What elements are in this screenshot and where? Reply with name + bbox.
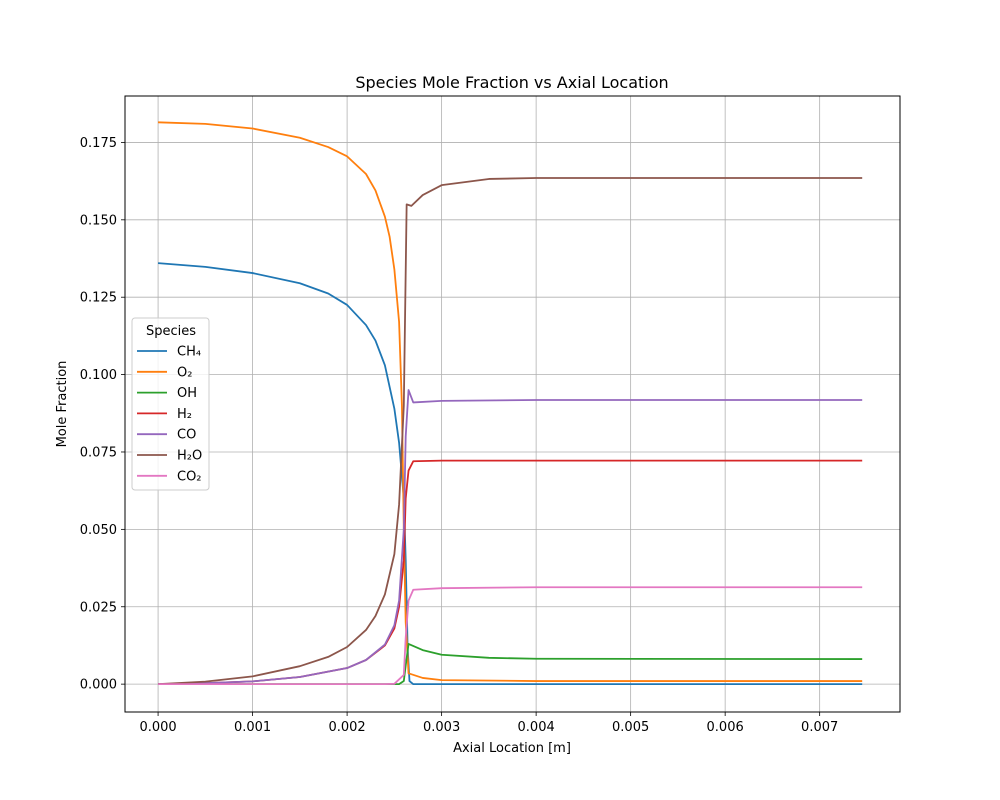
series-line xyxy=(158,389,863,686)
x-tick-label: 0.005 xyxy=(612,720,649,735)
y-tick-label: 0.175 xyxy=(80,136,117,151)
y-tick-label: 0.050 xyxy=(80,523,117,538)
plot-frame xyxy=(124,95,901,713)
x-axis-label: Axial Location [m] xyxy=(453,741,571,756)
legend-title: Species xyxy=(146,324,196,339)
series-layer xyxy=(158,121,863,686)
series-line xyxy=(158,177,863,686)
x-tick-label: 0.006 xyxy=(707,720,744,735)
y-tick-label: 0.100 xyxy=(80,368,117,383)
legend-entries: CH₄ O₂ OH H₂ CO H₂O CO₂ xyxy=(137,345,202,484)
legend-label: OH xyxy=(177,386,197,401)
y-tick-label: 0.075 xyxy=(80,445,117,460)
series-line xyxy=(158,121,863,682)
series-line xyxy=(158,262,863,686)
legend: Species CH₄ O₂ OH H₂ CO H₂O CO₂ xyxy=(131,317,210,491)
x-tick-label: 0.007 xyxy=(801,720,838,735)
legend-label: H₂O xyxy=(177,449,202,464)
legend-label: CO₂ xyxy=(177,469,202,484)
x-tick-label: 0.000 xyxy=(139,720,176,735)
y-axis: 0.000 0.025 0.050 0.075 0.100 0.125 0.150 0.175 xyxy=(80,136,125,693)
y-axis-label: Mole Fraction xyxy=(55,361,70,448)
x-tick-label: 0.003 xyxy=(423,720,460,735)
x-tick-label: 0.002 xyxy=(328,720,365,735)
y-tick-label: 0.150 xyxy=(80,213,117,228)
chart-title: Species Mole Fraction vs Axial Location xyxy=(355,73,668,92)
y-tick-label: 0.025 xyxy=(80,600,117,615)
legend-box xyxy=(131,317,210,491)
y-tick-label: 0.125 xyxy=(80,291,117,306)
legend-label: CO xyxy=(177,428,196,443)
legend-label: CH₄ xyxy=(177,345,201,360)
y-tick-label: 0.000 xyxy=(80,678,117,693)
x-tick-label: 0.001 xyxy=(234,720,271,735)
x-tick-label: 0.004 xyxy=(518,720,555,735)
series-line xyxy=(158,586,863,686)
legend-label: O₂ xyxy=(177,365,192,380)
legend-label: H₂ xyxy=(177,407,192,422)
x-axis: 0.000 0.001 0.002 0.003 0.004 0.005 0.006 0.007 xyxy=(139,712,838,735)
